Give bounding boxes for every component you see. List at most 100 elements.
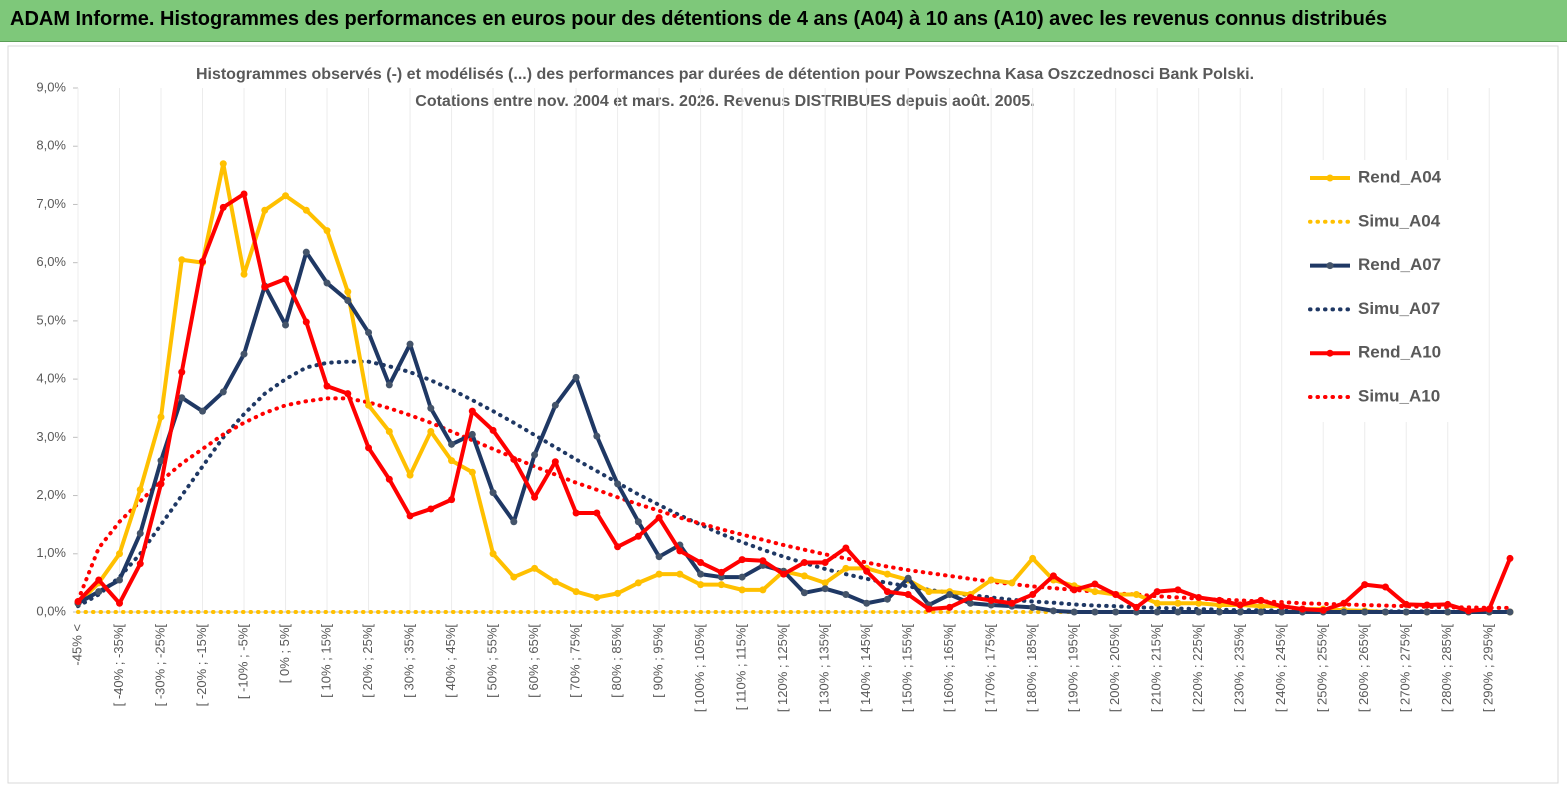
legend-label: Simu_A04 [1358, 211, 1441, 230]
data-point [510, 455, 518, 463]
data-point [136, 529, 144, 537]
banner: ADAM Informe. Histogrammes des performan… [0, 0, 1567, 42]
data-point [1257, 602, 1265, 610]
data-point [365, 329, 373, 337]
data-point [157, 457, 165, 465]
data-point [531, 493, 539, 501]
data-point [1361, 608, 1369, 616]
data-point [468, 468, 476, 476]
data-point [614, 480, 622, 488]
data-point [946, 603, 954, 611]
data-point [863, 599, 871, 607]
data-point [427, 428, 435, 436]
x-tick-label: [ 290% ; 295%[ [1481, 624, 1496, 713]
data-point [800, 572, 808, 580]
data-point [178, 256, 186, 264]
data-point [365, 444, 373, 452]
data-point [1485, 605, 1493, 613]
data-point [95, 588, 103, 596]
data-point [551, 578, 559, 586]
x-tick-label: [ 30% ; 35%[ [401, 624, 416, 698]
x-tick-label: [ -30% ; -25%[ [152, 624, 167, 707]
data-point [178, 394, 186, 402]
data-point [406, 340, 414, 348]
data-point [1257, 596, 1265, 604]
data-point [904, 574, 912, 582]
data-point [697, 581, 705, 589]
data-point [780, 570, 788, 578]
data-point [385, 475, 393, 483]
data-point [946, 591, 954, 599]
data-point [116, 550, 124, 558]
data-point [365, 401, 373, 409]
data-point [406, 512, 414, 520]
legend-marker [1326, 349, 1334, 357]
data-point [116, 576, 124, 584]
x-tick-label: [ 170% ; 175%[ [983, 624, 998, 713]
data-point [1008, 579, 1016, 587]
data-point [1215, 596, 1223, 604]
data-point [468, 430, 476, 438]
data-point [883, 595, 891, 603]
x-tick-label: [ 60% ; 65%[ [526, 624, 541, 698]
data-point [323, 382, 331, 390]
data-point [1132, 591, 1140, 599]
data-point [1506, 554, 1514, 562]
y-tick-label: 6,0% [36, 254, 66, 269]
page-title: ADAM Informe. Histogrammes des performan… [10, 8, 1388, 30]
x-tick-label: [ 200% ; 205%[ [1107, 624, 1122, 713]
data-point [1236, 601, 1244, 609]
data-point [468, 407, 476, 415]
x-tick-label: [ -10% ; -5%[ [235, 624, 250, 700]
data-point [323, 279, 331, 287]
y-tick-label: 7,0% [36, 196, 66, 211]
x-tick-label: [ 230% ; 235%[ [1232, 624, 1247, 713]
data-point [219, 388, 227, 396]
data-point [95, 576, 103, 584]
data-point [1174, 608, 1182, 616]
data-point [302, 206, 310, 214]
data-point [593, 509, 601, 517]
data-point [1195, 608, 1203, 616]
x-tick-label: [ 240% ; 245%[ [1273, 624, 1288, 713]
data-point [1029, 591, 1037, 599]
data-point [842, 591, 850, 599]
x-tick-label: [ 210% ; 215%[ [1149, 624, 1164, 713]
data-point [904, 591, 912, 599]
x-tick-label: [ -40% ; -35%[ [111, 624, 126, 707]
data-point [199, 258, 207, 266]
data-point [821, 559, 829, 567]
data-point [531, 564, 539, 572]
data-point [676, 547, 684, 555]
data-point [1091, 608, 1099, 616]
data-point [987, 576, 995, 584]
data-point [1153, 588, 1161, 596]
data-point [842, 544, 850, 552]
data-point [510, 518, 518, 526]
data-point [261, 206, 269, 214]
data-point [427, 505, 435, 513]
data-point [697, 559, 705, 567]
data-point [1340, 599, 1348, 607]
data-point [531, 451, 539, 459]
data-point [489, 426, 497, 434]
data-point [1091, 588, 1099, 596]
data-point [759, 557, 767, 565]
x-tick-label: [ 90% ; 95%[ [651, 624, 666, 698]
data-point [1029, 603, 1037, 611]
data-point [738, 556, 746, 564]
x-tick-label: [ 190% ; 195%[ [1066, 624, 1081, 713]
data-point [136, 560, 144, 568]
data-point [1278, 602, 1286, 610]
legend-label: Rend_A10 [1358, 343, 1441, 362]
data-point [1112, 608, 1120, 616]
data-point [344, 390, 352, 398]
x-tick-label: [ 270% ; 275%[ [1398, 624, 1413, 713]
data-point [1132, 603, 1140, 611]
y-tick-label: 2,0% [36, 487, 66, 502]
data-point [157, 413, 165, 421]
data-point [697, 570, 705, 578]
y-tick-label: 9,0% [36, 79, 66, 94]
data-point [240, 190, 248, 198]
data-point [1174, 599, 1182, 607]
